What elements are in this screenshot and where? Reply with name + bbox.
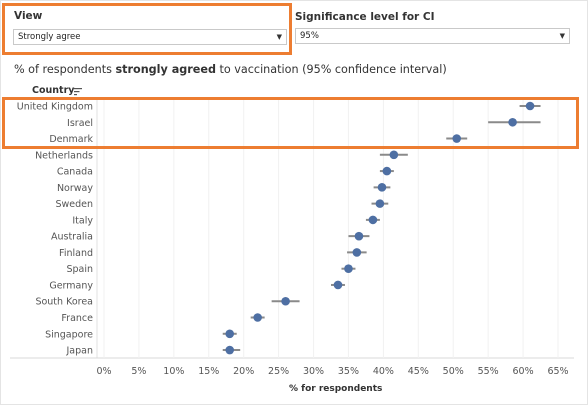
x-tick-label: 45%: [408, 366, 429, 377]
x-tick-label: 15%: [198, 366, 219, 377]
country-label: South Korea: [35, 297, 93, 308]
x-tick-label: 35%: [338, 366, 359, 377]
country-label: Israel: [67, 118, 93, 129]
estimate-dot[interactable]: [368, 215, 378, 225]
sort-descending-icon[interactable]: [74, 88, 82, 96]
x-tick-label: 10%: [163, 366, 184, 377]
estimate-dot[interactable]: [508, 117, 517, 127]
country-label: Norway: [57, 183, 93, 194]
estimate-dot[interactable]: [389, 150, 399, 160]
country-label: Netherlands: [35, 150, 93, 161]
estimate-dot[interactable]: [253, 313, 262, 322]
view-dropdown[interactable]: Strongly agree ▼: [13, 29, 287, 45]
estimate-dot[interactable]: [281, 296, 290, 306]
country-label: Denmark: [49, 134, 93, 145]
estimate-dot[interactable]: [375, 199, 385, 208]
significance-dropdown-value: 95%: [300, 31, 319, 41]
estimate-dot[interactable]: [352, 248, 362, 257]
estimate-dot[interactable]: [225, 329, 235, 339]
country-column-header[interactable]: Country: [32, 85, 75, 96]
significance-dropdown[interactable]: 95% ▼: [295, 28, 570, 44]
subtitle-post: to vaccination (95% confidence interval): [215, 63, 447, 76]
country-label: United Kingdom: [17, 102, 93, 113]
country-label: Australia: [51, 232, 93, 243]
x-axis-title: % for respondents: [289, 384, 383, 394]
country-label: Singapore: [45, 329, 93, 340]
view-dropdown-value: Strongly agree: [18, 32, 81, 42]
estimate-dot[interactable]: [525, 101, 535, 111]
x-tick-label: 30%: [303, 366, 324, 377]
estimate-dot[interactable]: [333, 280, 343, 290]
caret-down-icon: ▼: [559, 32, 565, 40]
country-label: Finland: [59, 248, 93, 259]
view-label: View: [14, 10, 43, 22]
x-tick-label: 60%: [513, 366, 534, 377]
chart-subtitle: % of respondents strongly agreed to vacc…: [14, 63, 447, 76]
subtitle-pre: % of respondents: [14, 63, 116, 76]
country-label: Spain: [66, 264, 93, 275]
x-tick-label: 20%: [233, 366, 254, 377]
country-label: Japan: [66, 346, 94, 357]
significance-label: Significance level for CI: [295, 11, 435, 23]
estimate-dot[interactable]: [354, 231, 364, 241]
x-tick-label: 5%: [131, 366, 146, 377]
estimate-dot[interactable]: [452, 134, 462, 143]
country-label: Canada: [57, 167, 93, 178]
estimate-dot[interactable]: [344, 264, 353, 274]
x-tick-label: 25%: [268, 366, 289, 377]
x-tick-label: 0%: [96, 366, 111, 377]
country-label: Sweden: [55, 199, 93, 210]
estimate-dot[interactable]: [377, 183, 387, 192]
estimate-dot[interactable]: [225, 345, 235, 355]
subtitle-bold: strongly agreed: [115, 63, 216, 76]
country-label: Germany: [49, 280, 93, 291]
country-label: France: [61, 313, 93, 324]
x-tick-label: 65%: [547, 366, 568, 377]
estimate-dot[interactable]: [382, 166, 392, 176]
caret-down-icon: ▼: [276, 33, 282, 41]
country-label: Italy: [72, 215, 93, 226]
x-tick-label: 40%: [373, 366, 394, 377]
x-tick-label: 50%: [443, 366, 464, 377]
x-tick-label: 55%: [478, 366, 499, 377]
